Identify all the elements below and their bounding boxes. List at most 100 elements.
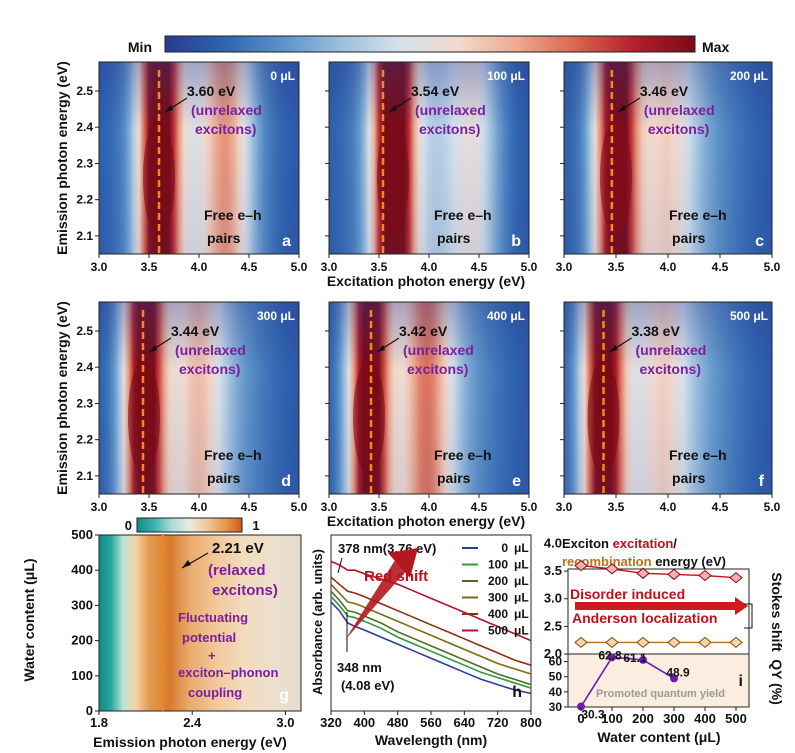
- x-tick-label: 4.5: [241, 260, 258, 274]
- panel-letter: i: [739, 673, 743, 690]
- qy-marker: [670, 674, 678, 683]
- x-tick-label: 3.5: [141, 500, 158, 514]
- x-tick-label: 4.5: [712, 260, 729, 274]
- title-fragment: excitation: [613, 536, 674, 551]
- stokes-shift-label: Stokes shift: [769, 572, 785, 652]
- relaxed-label-line1: (relaxed: [208, 562, 266, 579]
- y-tick-label: 2.4: [76, 120, 93, 134]
- peak-energy-label: 3.46 eV: [640, 83, 689, 99]
- water-content-label: 200 μL: [730, 69, 768, 83]
- colorbar-min-label: Min: [128, 39, 152, 55]
- peak-energy-label: 3.38 eV: [632, 323, 681, 339]
- water-content-label: 400 μL: [487, 309, 525, 323]
- ridge-core: [128, 359, 160, 475]
- unrelaxed-label-line1: (unrelaxed: [415, 102, 486, 118]
- heatmap-panel-a: 0 μL 3.60 eV (unrelaxed excitons) Free e–h pa…: [76, 61, 308, 274]
- free-pairs-line2: pairs: [437, 230, 471, 246]
- y-tick-label: 50: [549, 670, 563, 684]
- x-tick-label: 0: [577, 711, 584, 726]
- y-tick-label: 60: [549, 655, 563, 669]
- recombination-marker: [636, 636, 650, 649]
- heatmap-panel-e: 400 μL 3.42 eV (unrelaxed excitons) Free e–h…: [321, 301, 538, 514]
- x-tick-label: 3.5: [371, 500, 388, 514]
- y-axis-title: Absorbance (arb. units): [310, 549, 325, 695]
- colorbar-g-min-label: 0: [125, 518, 132, 533]
- unrelaxed-label-line1: (unrelaxed: [191, 102, 262, 118]
- series-line-200: [330, 590, 532, 686]
- recombination-marker: [698, 636, 712, 649]
- legend-value: 400: [488, 607, 508, 621]
- unrelaxed-label-line1: (unrelaxed: [175, 342, 246, 358]
- annotation-348nm-line2: (4.08 eV): [341, 678, 394, 693]
- arrow-head: [389, 105, 397, 112]
- free-pairs-line2: pairs: [672, 470, 706, 486]
- title-fragment: recombination: [562, 554, 652, 569]
- unrelaxed-label-line1: (unrelaxed: [644, 102, 715, 118]
- x-tick-label: 3.0: [91, 500, 108, 514]
- x-tick-label: 560: [420, 715, 442, 730]
- y-tick-label: 2.5: [76, 324, 93, 338]
- heatmap-panel-f: 500 μL 3.38 eV (unrelaxed excitons) Free e–h…: [556, 301, 781, 514]
- free-pairs-line1: Free e–h: [434, 447, 492, 463]
- series-line-500: [330, 560, 532, 642]
- unrelaxed-label-line2: excitons): [195, 121, 256, 137]
- peak-energy-label: 3.60 eV: [187, 83, 236, 99]
- x-tick-label: 400: [353, 715, 375, 730]
- legend-unit: μL: [514, 558, 529, 572]
- arrow-head: [182, 560, 191, 568]
- red-shift-label: Red shift: [364, 568, 428, 585]
- x-tick-label: 400: [694, 711, 716, 726]
- arrow-head: [165, 105, 173, 112]
- excitation-marker: [574, 559, 588, 572]
- heatmap-panel-g: 0 1 2.21 eV (relaxed excitons) Fluctuating pot…: [21, 517, 302, 750]
- y-tick-label: 30: [549, 700, 563, 714]
- panel-letter: e: [512, 473, 521, 490]
- legend-value: 200: [488, 574, 508, 588]
- legend-value: 300: [488, 591, 508, 605]
- panel-letter: h: [512, 684, 522, 701]
- title-fragment: energy (eV): [652, 554, 726, 569]
- unrelaxed-label-line1: (unrelaxed: [636, 342, 707, 358]
- x-tick-label: 5.0: [521, 500, 538, 514]
- title-fragment: /: [673, 536, 677, 551]
- relaxed-label-line2: excitons): [212, 582, 278, 599]
- water-content-label: 100 μL: [487, 69, 525, 83]
- x-tick-label: 5.0: [764, 260, 781, 274]
- x-tick-label: 3.0: [556, 500, 573, 514]
- free-pairs-line1: Free e–h: [204, 447, 262, 463]
- y-tick-label: 3.0: [544, 591, 562, 606]
- ridge-core: [587, 359, 620, 475]
- unrelaxed-label-line2: excitons): [179, 361, 240, 377]
- annotation-pointer: [337, 557, 343, 574]
- unrelaxed-label-line2: excitons): [419, 121, 480, 137]
- x-tick-label: 4.0: [191, 500, 208, 514]
- x-tick-label: 3.0: [91, 260, 108, 274]
- free-pairs-line2: pairs: [672, 230, 706, 246]
- recombination-marker: [667, 636, 681, 649]
- stokes-bracket: [744, 603, 753, 629]
- heatmap-shading: [99, 62, 299, 254]
- qy-value-label: 48.9: [666, 665, 690, 679]
- series-line-0: [330, 601, 532, 695]
- plot-frame: [98, 534, 302, 712]
- qy-marker: [608, 653, 616, 662]
- x-tick-label: 4.5: [241, 500, 258, 514]
- x-tick-label: 3.5: [608, 500, 625, 514]
- x-axis-title: Emission photon energy (eV): [93, 734, 287, 750]
- peak-energy-label: 3.44 eV: [171, 323, 220, 339]
- qy-annotation: Promoted quantum yield: [596, 688, 725, 700]
- red-shift-arrow: [345, 557, 408, 640]
- colorbar-g-max-label: 1: [252, 518, 259, 533]
- legend-unit: μL: [514, 624, 529, 638]
- x-tick-label: 320: [320, 715, 342, 730]
- colorbar-g: [136, 517, 243, 533]
- mechanism-label: potential: [182, 630, 236, 645]
- y-tick-label: 2.2: [76, 193, 93, 207]
- x-tick-label: 3.5: [608, 260, 625, 274]
- free-pairs-line1: Free e–h: [669, 447, 727, 463]
- x-tick-label: 3.5: [141, 260, 158, 274]
- ridge-core: [377, 119, 409, 235]
- mechanism-label: coupling: [188, 685, 242, 700]
- x-tick-label: 3.0: [556, 260, 573, 274]
- x-tick-label: 5.0: [521, 260, 538, 274]
